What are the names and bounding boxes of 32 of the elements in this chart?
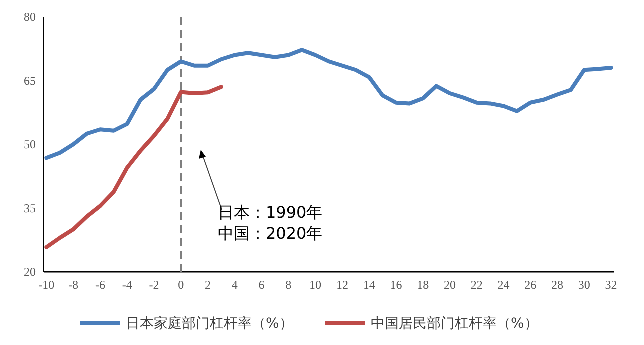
x-tick-label: 14 — [363, 278, 376, 292]
x-tick-label: 22 — [470, 278, 483, 292]
y-tick-label: 50 — [24, 138, 36, 152]
x-tick-label: 28 — [552, 278, 564, 292]
legend-label: 日本家庭部门杠杆率（%） — [126, 316, 294, 332]
x-tick-label: -2 — [149, 278, 160, 292]
x-tick-label: -8 — [68, 278, 79, 292]
x-tick-label: 30 — [578, 278, 590, 292]
x-tick-label: 8 — [286, 278, 292, 292]
x-tick-label: 24 — [498, 278, 510, 292]
legend-label: 中国居民部门杠杆率（%） — [371, 316, 538, 332]
x-tick-label: 16 — [390, 278, 402, 292]
line-series — [44, 48, 614, 160]
y-tick-label: 65 — [24, 74, 36, 88]
x-tick-label: 4 — [232, 278, 238, 292]
x-tick-label: -10 — [38, 278, 55, 292]
annotation: 中国：2020年 — [218, 224, 323, 243]
y-tick-label: 20 — [24, 265, 36, 280]
x-tick-label: -4 — [122, 278, 132, 292]
x-tick-label: 12 — [336, 278, 348, 292]
x-tick-label: 2 — [205, 278, 212, 292]
x-tick-label: 26 — [524, 278, 537, 292]
annotation: 日本：1990年 — [218, 203, 323, 222]
x-tick-label: 32 — [605, 278, 618, 292]
x-tick-label: 0 — [178, 278, 184, 292]
x-tick-label: 18 — [417, 278, 430, 292]
x-tick-label: 20 — [444, 278, 456, 292]
x-tick-label: 10 — [310, 278, 322, 292]
x-tick-label: 6 — [258, 278, 265, 292]
y-tick-label: 80 — [24, 10, 36, 24]
y-tick-label: 35 — [24, 201, 36, 216]
x-tick-label: -6 — [95, 278, 106, 292]
